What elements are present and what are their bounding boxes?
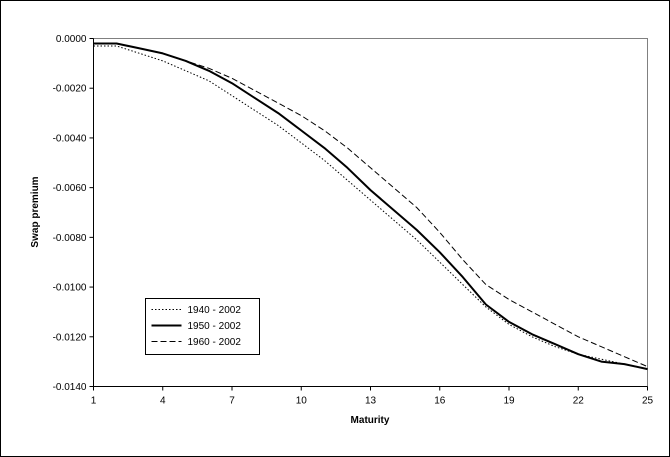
legend-label: 1960 - 2002 [188, 337, 242, 348]
legend: 1940 - 2002 1950 - 2002 1960 - 2002 [145, 298, 260, 355]
x-tick-label: 16 [434, 396, 446, 407]
x-tick-label: 4 [160, 396, 166, 407]
x-tick-label: 22 [573, 396, 585, 407]
x-tick-label: 1 [91, 396, 97, 407]
x-tick-label: 10 [296, 396, 308, 407]
y-tick-label: -0.0100 [53, 283, 87, 294]
x-axis-title: Maturity [351, 415, 390, 426]
y-tick-label: -0.0080 [53, 233, 87, 244]
y-axis-ticks: 0.0000 -0.0020 -0.0040 -0.0060 -0.0080 -0.010… [53, 34, 94, 393]
y-tick-label: -0.0040 [53, 133, 87, 144]
y-tick-label: -0.0060 [53, 183, 87, 194]
series-line-dashed [93, 43, 648, 368]
y-tick-label: 0.0000 [56, 34, 87, 45]
y-axis-title: Swap premium [30, 176, 41, 247]
x-tick-label: 7 [229, 396, 235, 407]
x-tick-label: 13 [365, 396, 377, 407]
legend-label: 1940 - 2002 [188, 305, 242, 316]
legend-label: 1950 - 2002 [188, 321, 242, 332]
y-tick-label: -0.0120 [53, 332, 87, 343]
y-tick-label: -0.0140 [53, 382, 87, 393]
y-tick-label: -0.0020 [53, 84, 87, 95]
series-layer [93, 42, 648, 371]
x-axis-ticks: 1 4 7 10 13 16 19 22 25 [91, 386, 654, 407]
x-tick-label: 19 [503, 396, 515, 407]
x-tick-label: 25 [642, 396, 654, 407]
series-line-dotted [93, 45, 648, 370]
